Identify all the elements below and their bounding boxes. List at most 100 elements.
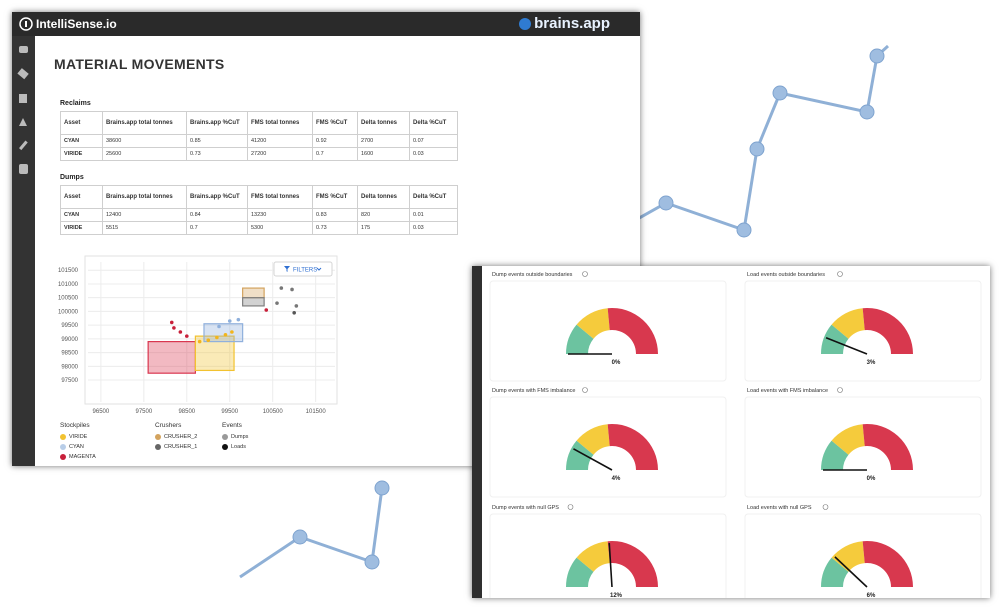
region	[203, 323, 244, 343]
legend-item[interactable]: VIRIDE	[60, 432, 96, 442]
y-tick-label: 98500	[61, 351, 78, 357]
legend-item[interactable]: CRUSHER_2	[155, 432, 197, 442]
point	[275, 301, 279, 305]
nav-icon[interactable]	[19, 46, 28, 53]
table-cell: 27200	[247, 147, 313, 161]
top-bar: IntelliSense.io brains.app	[12, 12, 640, 36]
x-tick-label: 99500	[221, 409, 238, 415]
gauge-value: 0%	[867, 476, 876, 482]
gauge-value: 6%	[867, 593, 876, 598]
nav-icon[interactable]	[19, 140, 28, 151]
decor-node	[374, 480, 390, 496]
legend-title: Events	[222, 422, 242, 429]
decor-node	[736, 222, 752, 238]
legend-swatch	[155, 444, 161, 450]
gauge-panel	[744, 280, 982, 382]
gauge-band	[607, 541, 658, 587]
table-row: CYAN 12400 0.84 13230 0.83 820 0.01	[60, 208, 458, 222]
gauge-band	[831, 541, 865, 572]
data-table: Asset Brains.app total tonnes Brains.app %…	[60, 111, 458, 161]
info-icon[interactable]	[567, 504, 574, 510]
gauge-panel	[489, 280, 727, 382]
point	[206, 338, 211, 343]
legend-label: VIRIDE	[69, 434, 88, 440]
gauge-band	[607, 308, 658, 354]
legend-group: Stockpiles VIRIDE CYAN MAGENTA	[60, 422, 96, 462]
gauge-band	[607, 424, 658, 470]
y-tick-label: 100500	[58, 296, 79, 302]
nav-icon[interactable]	[19, 94, 27, 103]
gauge-needle	[834, 556, 868, 588]
table-title: Dumps	[60, 174, 84, 181]
y-tick-label: 100000	[58, 309, 79, 315]
x-tick-label: 98500	[178, 409, 195, 415]
point	[215, 335, 219, 340]
filter-button-bg[interactable]	[273, 261, 333, 277]
legend-group: Crushers CRUSHER_2 CRUSHER_1	[155, 422, 197, 452]
header-row: Asset Brains.app total tonnes Brains.app %…	[60, 111, 458, 135]
brand-icon	[519, 18, 531, 30]
x-tick-label: 97500	[135, 409, 152, 415]
table-cell: 0.03	[409, 221, 458, 235]
legend-label: MAGENTA	[69, 454, 96, 460]
gauge-title: Dump events outside boundaries	[492, 272, 573, 278]
legend-item[interactable]: Dumps	[222, 432, 248, 442]
gauge-band	[862, 308, 913, 354]
point	[172, 326, 176, 330]
info-icon[interactable]	[837, 271, 843, 277]
nav-icon[interactable]	[17, 68, 29, 80]
decor-line	[239, 487, 384, 579]
gauge-title: Load events with FMS imbalance	[747, 388, 828, 394]
brand-text: brains.app	[534, 15, 610, 32]
gauge-needle	[573, 448, 613, 471]
info-icon[interactable]	[582, 271, 588, 277]
info-icon[interactable]	[582, 387, 588, 393]
legend-item[interactable]: MAGENTA	[60, 452, 96, 462]
filter-button[interactable]: FILTERS	[273, 261, 333, 277]
info-icon[interactable]	[822, 504, 829, 510]
point	[264, 308, 269, 312]
point	[294, 304, 299, 308]
legend-item[interactable]: CRUSHER_1	[155, 442, 197, 452]
point	[217, 324, 221, 329]
table-cell: 1600	[357, 147, 410, 161]
legend-item[interactable]: Loads	[222, 442, 248, 452]
decor-node	[364, 554, 380, 570]
column-header: Delta tonnes	[357, 111, 410, 135]
point	[292, 310, 296, 315]
legend-item[interactable]: CYAN	[60, 442, 96, 452]
table-cell: 0.7	[186, 221, 248, 235]
scatter-chart: 97500 98000 98500 99000 99500 100000 100500 101…	[58, 255, 338, 415]
point	[197, 339, 202, 344]
gauge-title: Load events with null GPS	[747, 505, 812, 511]
point	[290, 287, 294, 292]
gauges-window: Dump events outside boundaries 0% Load eve…	[472, 266, 990, 598]
gauge-needle	[825, 337, 868, 355]
filter-label[interactable]: FILTERS	[293, 268, 317, 274]
point	[223, 332, 228, 337]
header-row: Asset Brains.app total tonnes Brains.app %…	[60, 185, 458, 209]
legend-group: Events Dumps Loads	[222, 422, 248, 452]
point	[185, 334, 189, 338]
region	[242, 297, 265, 307]
nav-icon[interactable]	[19, 164, 28, 174]
legend-swatch	[60, 444, 66, 450]
gauge-band	[821, 557, 849, 587]
point	[279, 286, 284, 290]
point	[169, 320, 174, 325]
info-icon[interactable]	[837, 387, 843, 393]
dashboard-window: IntelliSense.io brains.app MATERIAL MOVE…	[12, 12, 640, 466]
filter-icon[interactable]	[284, 266, 290, 272]
chevron[interactable]	[316, 267, 322, 271]
table-row: VIRIDE 5515 0.7 5300 0.73 175 0.03	[60, 221, 458, 235]
legend-swatch	[155, 434, 161, 440]
point	[236, 317, 241, 322]
table-cell: 0.03	[409, 147, 458, 161]
nav-icon[interactable]	[19, 118, 27, 126]
sidebar	[472, 266, 482, 598]
legend-swatch	[222, 434, 228, 440]
legend-swatch	[60, 434, 66, 440]
y-tick-label: 98000	[61, 364, 78, 370]
